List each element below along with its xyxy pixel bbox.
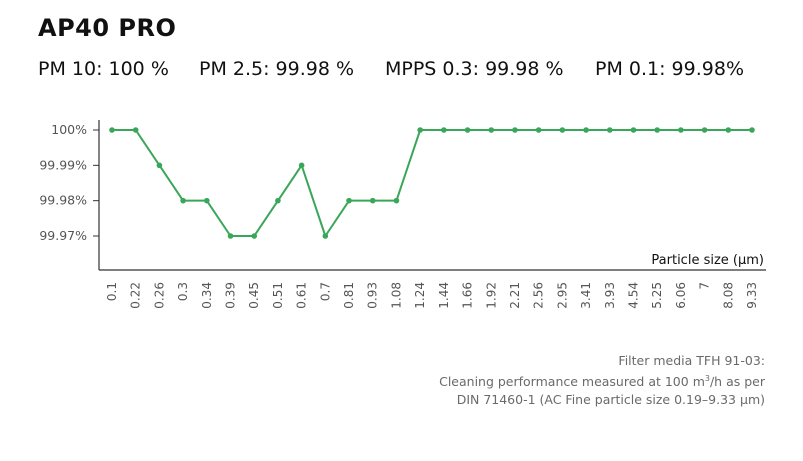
y-tick-label: 99.98% <box>39 193 87 208</box>
metric-mpps: MPPS 0.3: 99.98 % <box>385 58 564 80</box>
footnote-line-2-tail: /h as per <box>709 374 765 390</box>
x-tick-label: 0.81 <box>342 282 356 309</box>
x-tick-label: 5.25 <box>650 282 664 309</box>
metric-pm10: PM 10: 100 % <box>38 58 169 80</box>
x-tick-label: 2.21 <box>508 282 522 309</box>
x-tick-label: 3.93 <box>603 282 617 309</box>
x-tick-label: 1.08 <box>389 282 403 309</box>
footnote: Filter media TFH 91-03: Cleaning perform… <box>439 352 765 409</box>
series-line <box>112 129 752 237</box>
x-tick-label: 2.95 <box>555 282 569 309</box>
x-tick-label: 2.56 <box>532 282 546 309</box>
data-point <box>204 197 210 204</box>
data-point <box>535 127 542 133</box>
x-tick-label: 0.22 <box>129 282 143 309</box>
x-tick-label: 1.44 <box>437 282 451 309</box>
footnote-superscript: 3 <box>704 374 710 383</box>
data-point <box>606 127 613 133</box>
x-tick-label: 7 <box>698 282 712 290</box>
x-tick-label: 0.34 <box>200 282 214 309</box>
data-point <box>322 233 329 239</box>
x-tick-label: 9.33 <box>745 282 759 309</box>
data-point <box>654 127 660 133</box>
metrics-row: PM 10: 100 % PM 2.5: 99.98 % MPPS 0.3: 9… <box>38 58 778 84</box>
metric-pm25: PM 2.5: 99.98 % <box>199 58 355 80</box>
data-point <box>369 197 376 204</box>
data-point <box>180 197 186 204</box>
data-point <box>725 127 732 133</box>
x-tick-label: 1.66 <box>461 282 475 309</box>
x-tick-label: 0.61 <box>295 282 309 309</box>
x-tick-label: 3.41 <box>579 282 593 309</box>
data-point <box>132 127 139 133</box>
x-axis-title: Particle size (µm) <box>651 253 764 268</box>
data-point <box>583 127 589 133</box>
data-point <box>630 127 637 133</box>
y-tick-label: 99.97% <box>39 228 87 243</box>
data-point <box>346 197 352 204</box>
data-point <box>227 233 234 239</box>
y-tick-label: 99.99% <box>39 157 87 172</box>
data-point <box>417 127 423 133</box>
data-point <box>488 127 495 133</box>
x-tick-label: 0.1 <box>105 282 119 301</box>
footnote-line-2-text: Cleaning performance measured at 100 m <box>439 374 705 390</box>
data-point <box>298 162 305 169</box>
x-tick-label: 1.92 <box>484 282 498 309</box>
data-point <box>156 162 163 169</box>
data-point <box>559 127 566 133</box>
footnote-line-2: Cleaning performance measured at 100 m3/… <box>439 370 765 391</box>
data-point <box>512 127 518 133</box>
data-point <box>701 127 708 133</box>
x-tick-label: 8.08 <box>721 282 735 309</box>
metric-pm01: PM 0.1: 99.98% <box>595 58 744 80</box>
x-tick-label: 0.26 <box>152 282 166 309</box>
data-point <box>275 197 281 204</box>
data-point <box>464 127 471 133</box>
data-point <box>251 233 258 239</box>
x-tick-label: 0.39 <box>224 282 238 309</box>
x-tick-label: 0.93 <box>366 282 380 309</box>
x-tick-label: 1.24 <box>413 282 427 309</box>
data-point <box>749 127 755 133</box>
x-tick-label: 0.7 <box>318 282 332 301</box>
product-title: AP40 PRO <box>38 14 177 42</box>
x-tick-label: 0.45 <box>247 282 261 309</box>
data-point <box>109 127 115 133</box>
x-tick-label: 4.54 <box>626 282 640 309</box>
x-tick-label: 6.06 <box>674 282 688 309</box>
x-tick-label: 0.51 <box>271 282 285 309</box>
x-tick-label: 0.3 <box>176 282 190 301</box>
data-point <box>678 127 684 133</box>
y-tick-label: 100% <box>51 122 87 137</box>
data-point <box>393 197 400 204</box>
data-point <box>441 127 447 133</box>
footnote-line-3: DIN 71460-1 (AC Fine particle size 0.19–… <box>456 392 765 408</box>
footnote-line-1: Filter media TFH 91-03: <box>618 353 765 368</box>
